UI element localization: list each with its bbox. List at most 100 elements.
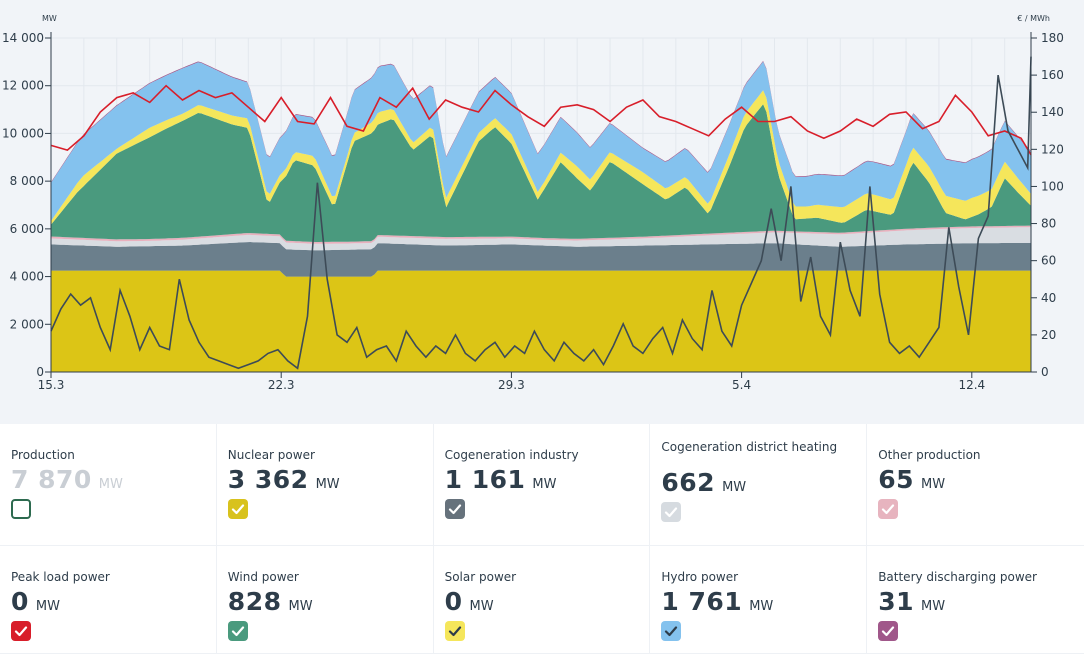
card-unit: MW — [315, 477, 340, 492]
card-value-row: 828 MW — [228, 587, 422, 619]
area-solar-power — [51, 90, 1031, 225]
card-label: Hydro power — [661, 570, 739, 584]
card-unit: MW — [532, 477, 557, 492]
card-hydro-power: Hydro power 1 761 MW — [650, 546, 868, 654]
card-unit: MW — [920, 599, 946, 614]
checkmark-icon — [882, 504, 895, 515]
area-hydro-power — [51, 61, 1031, 221]
card-label: Battery discharging power — [878, 570, 1037, 584]
stacked-areas — [51, 60, 1031, 372]
left-tick-label: 10 000 — [2, 126, 44, 140]
card-value-row: 65 MW — [878, 465, 1073, 497]
axes: MW € / MWh 0 2 000 4 000 6 000 8 000 10 000 12… — [2, 14, 1064, 392]
card-value-row: 0 MW — [445, 587, 639, 619]
card-cogeneration-district-heating: Cogeneration district heating 662 MW — [650, 424, 868, 546]
x-tick-label: 22.3 — [268, 378, 295, 392]
card-wind-power: Wind power 828 MW — [216, 546, 434, 654]
card-nuclear-power: Nuclear power 3 362 MW — [216, 424, 434, 546]
card-value: 1 161 — [444, 465, 526, 494]
card-label: Production — [11, 448, 75, 462]
left-tick-label: 14 000 — [2, 31, 44, 45]
left-axis-unit: MW — [42, 14, 57, 23]
left-tick-label: 12 000 — [2, 79, 44, 93]
card-checkbox[interactable] — [878, 621, 899, 641]
card-value: 65 — [878, 465, 914, 494]
card-value-row: 3 362 MW — [228, 465, 422, 497]
card-value: 31 — [878, 587, 914, 616]
card-label: Wind power — [227, 570, 299, 584]
left-tick-label: 2 000 — [10, 317, 44, 331]
checkmark-icon — [448, 504, 461, 515]
right-tick-label: 120 — [1041, 142, 1064, 156]
card-checkbox[interactable] — [661, 502, 682, 522]
area-other-production — [51, 225, 1031, 244]
card-label: Other production — [878, 448, 981, 462]
card-checkbox[interactable] — [11, 621, 31, 641]
card-unit: MW — [469, 599, 494, 614]
card-unit: MW — [722, 480, 747, 495]
x-tick-label: 29.3 — [498, 378, 525, 392]
consumption-line — [50, 84, 1032, 156]
card-checkbox[interactable] — [11, 499, 31, 519]
right-tick-label: 40 — [1041, 291, 1056, 305]
checkmark-icon — [882, 626, 895, 637]
right-tick-label: 160 — [1041, 68, 1064, 82]
left-tick-label: 8 000 — [10, 174, 44, 188]
x-tick-label: 12.4 — [958, 378, 985, 392]
card-label: Cogeneration industry — [444, 448, 579, 462]
right-tick-label: 20 — [1041, 328, 1056, 342]
checkmark-icon — [231, 626, 244, 637]
area-cogeneration-district-heating — [51, 227, 1031, 251]
series-lines — [50, 56, 1032, 370]
card-checkbox[interactable] — [227, 499, 248, 519]
card-value-row: 0 MW — [11, 587, 205, 619]
card-value: 7 870 — [11, 465, 92, 494]
price-line — [50, 56, 1032, 370]
area-wind-power — [51, 104, 1031, 242]
card-unit: MW — [35, 599, 60, 614]
right-tick-label: 180 — [1041, 31, 1064, 45]
card-checkbox[interactable] — [444, 621, 465, 641]
card-label: Nuclear power — [227, 448, 315, 462]
card-checkbox[interactable] — [444, 499, 465, 519]
card-solar-power: Solar power 0 MW — [433, 546, 651, 654]
card-cogeneration-industry: Cogeneration industry 1 161 MW — [433, 424, 651, 546]
checkmark-icon — [231, 504, 244, 515]
card-value-row: 1 761 MW — [661, 587, 855, 619]
card-label: Cogeneration district heating — [661, 440, 838, 454]
card-checkbox[interactable] — [878, 499, 899, 519]
card-label: Peak load power — [11, 570, 110, 584]
left-tick-label: 0 — [36, 365, 44, 379]
right-axis-unit: € / MWh — [1017, 14, 1050, 23]
card-checkbox[interactable] — [227, 621, 248, 641]
checkmark-icon — [448, 626, 461, 637]
card-value: 662 — [661, 468, 716, 497]
card-peak-load-power: Peak load power 0 MW — [0, 546, 217, 654]
chart-area: MW € / MWh 0 2 000 4 000 6 000 8 000 10 000 12… — [0, 0, 1084, 424]
checkmark-icon — [14, 626, 28, 637]
right-tick-label: 0 — [1041, 365, 1049, 379]
left-tick-label: 4 000 — [10, 270, 44, 284]
card-value-row: 31 MW — [878, 587, 1073, 619]
card-label: Solar power — [444, 570, 517, 584]
right-tick-label: 100 — [1041, 179, 1064, 193]
left-tick-label: 6 000 — [10, 222, 44, 236]
card-value-row: 662 MW — [661, 468, 855, 500]
area-cogeneration-industry — [51, 242, 1031, 277]
production-cards: Production 7 870 MW Nuclear power 3 362 MW Cog… — [0, 424, 1084, 654]
card-battery-discharging-power: Battery discharging power 31 MW — [867, 546, 1084, 654]
checkmark-icon — [665, 626, 678, 637]
card-value: 828 — [227, 587, 282, 616]
checkmark-icon — [665, 507, 678, 518]
card-value: 3 362 — [227, 465, 309, 494]
card-checkbox[interactable] — [661, 621, 682, 641]
right-tick-label: 80 — [1041, 217, 1056, 231]
card-production: Production 7 870 MW — [0, 424, 217, 546]
card-unit: MW — [288, 599, 313, 614]
x-tick-label: 15.3 — [38, 378, 65, 392]
right-tick-label: 140 — [1041, 105, 1064, 119]
x-tick-label: 5.4 — [732, 378, 751, 392]
card-unit: MW — [920, 477, 946, 492]
card-unit: MW — [749, 599, 774, 614]
card-other-production: Other production 65 MW — [867, 424, 1084, 546]
